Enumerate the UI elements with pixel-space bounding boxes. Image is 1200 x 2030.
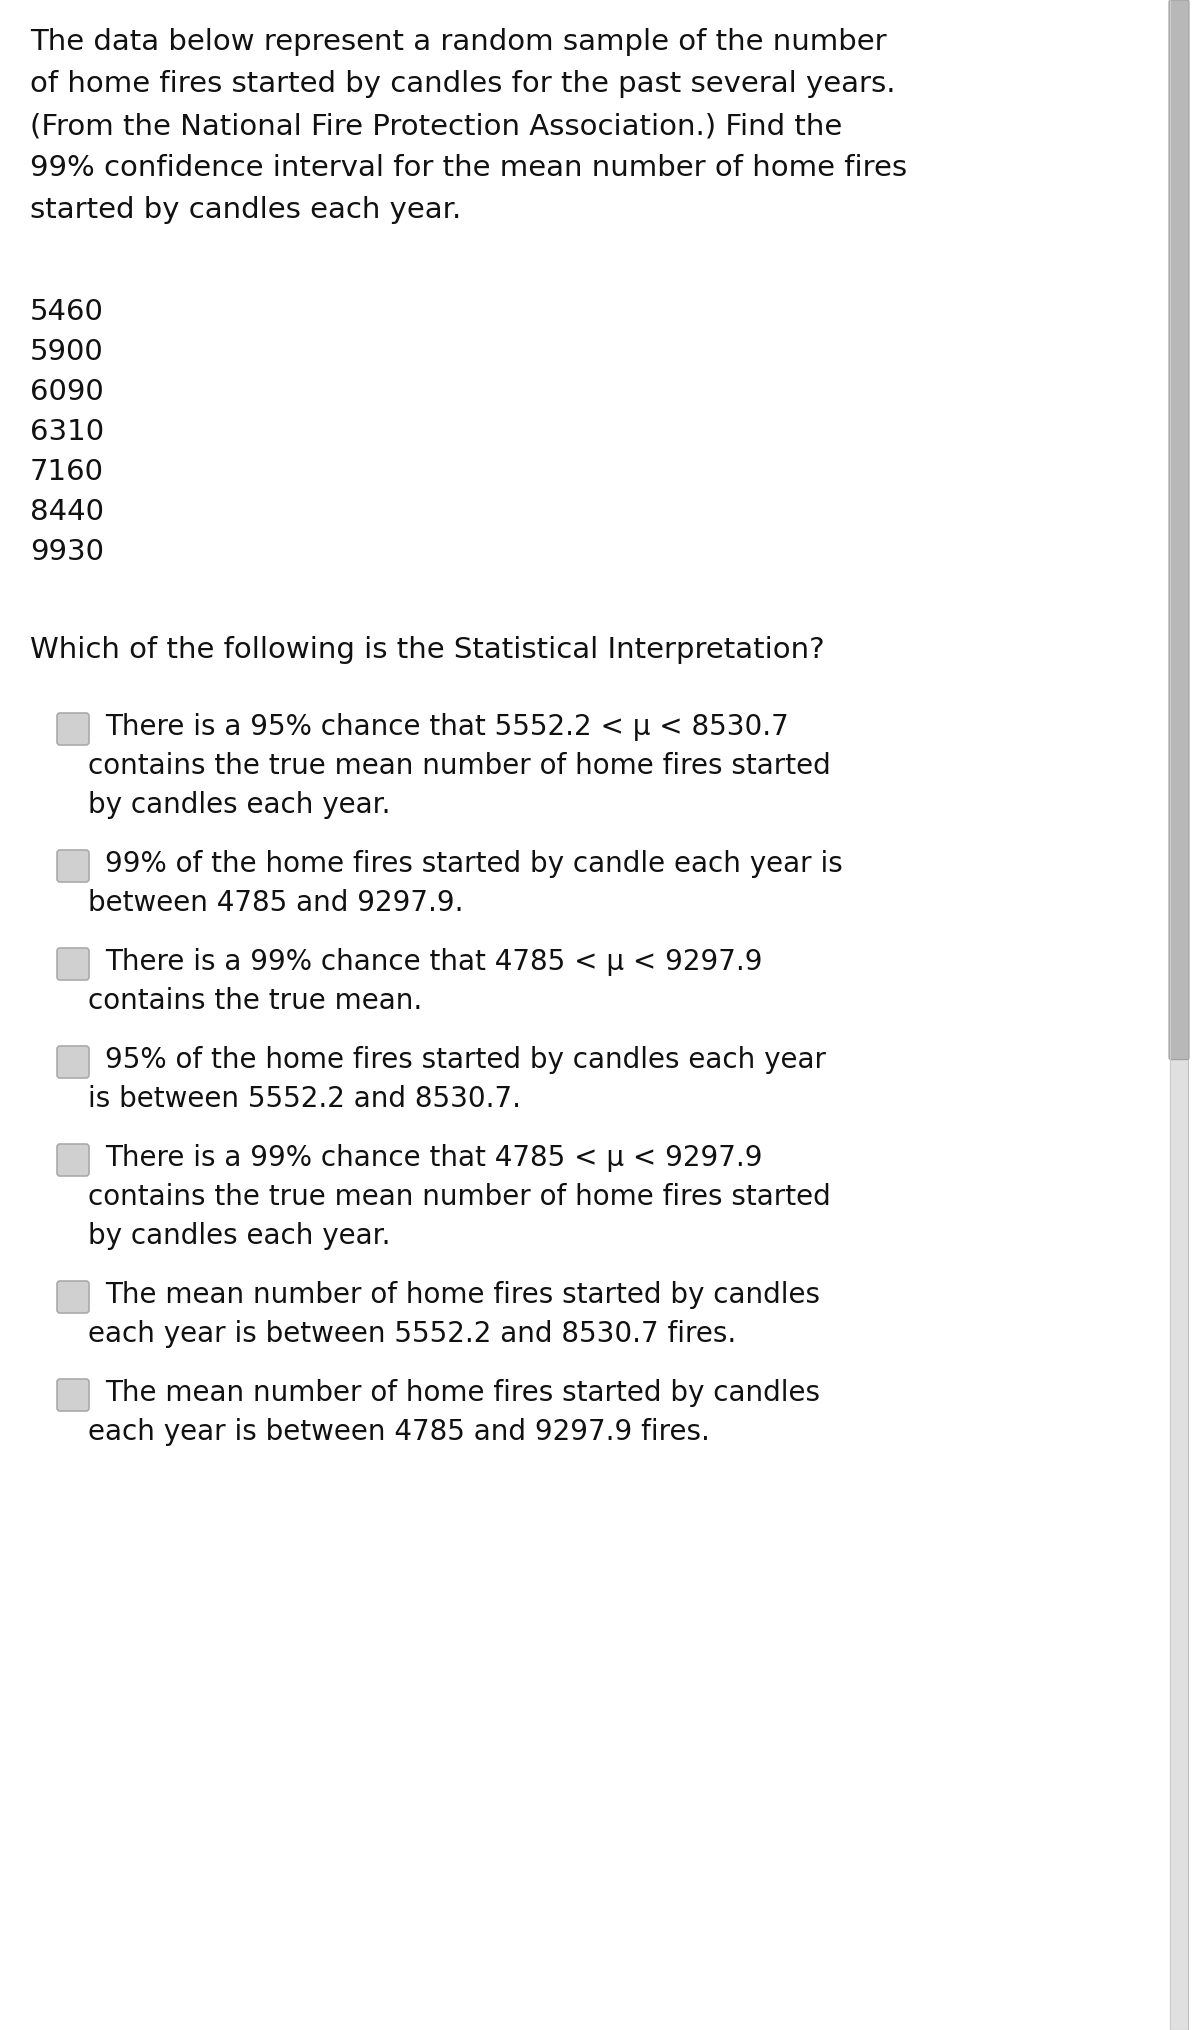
Text: by candles each year.: by candles each year.: [88, 1222, 390, 1250]
Text: 7160: 7160: [30, 459, 104, 485]
Text: 5460: 5460: [30, 298, 104, 327]
Text: 8440: 8440: [30, 497, 104, 526]
Text: between 4785 and 9297.9.: between 4785 and 9297.9.: [88, 889, 463, 918]
Text: Which of the following is the Statistical Interpretation?: Which of the following is the Statistica…: [30, 635, 824, 664]
Text: The mean number of home fires started by candles: The mean number of home fires started by…: [106, 1281, 820, 1309]
Text: There is a 99% chance that 4785 < μ < 9297.9: There is a 99% chance that 4785 < μ < 92…: [106, 948, 762, 976]
FancyBboxPatch shape: [58, 1145, 89, 1175]
FancyBboxPatch shape: [58, 1045, 89, 1078]
Text: by candles each year.: by candles each year.: [88, 792, 390, 818]
Text: contains the true mean number of home fires started: contains the true mean number of home fi…: [88, 751, 830, 780]
FancyBboxPatch shape: [58, 948, 89, 980]
Text: The data below represent a random sample of the number: The data below represent a random sample…: [30, 28, 887, 57]
Text: 6310: 6310: [30, 418, 104, 447]
FancyBboxPatch shape: [1169, 0, 1189, 1060]
Text: is between 5552.2 and 8530.7.: is between 5552.2 and 8530.7.: [88, 1084, 521, 1112]
Text: contains the true mean number of home fires started: contains the true mean number of home fi…: [88, 1183, 830, 1212]
FancyBboxPatch shape: [58, 851, 89, 881]
Text: each year is between 4785 and 9297.9 fires.: each year is between 4785 and 9297.9 fir…: [88, 1419, 710, 1445]
Text: 95% of the home fires started by candles each year: 95% of the home fires started by candles…: [106, 1045, 826, 1074]
FancyBboxPatch shape: [58, 1378, 89, 1411]
Text: contains the true mean.: contains the true mean.: [88, 987, 422, 1015]
Text: started by candles each year.: started by candles each year.: [30, 197, 461, 223]
FancyBboxPatch shape: [58, 713, 89, 745]
Text: 9930: 9930: [30, 538, 104, 566]
Text: There is a 95% chance that 5552.2 < μ < 8530.7: There is a 95% chance that 5552.2 < μ < …: [106, 713, 788, 741]
Text: of home fires started by candles for the past several years.: of home fires started by candles for the…: [30, 69, 895, 97]
Text: (From the National Fire Protection Association.) Find the: (From the National Fire Protection Assoc…: [30, 112, 842, 140]
Text: 99% confidence interval for the mean number of home fires: 99% confidence interval for the mean num…: [30, 154, 907, 183]
Text: The mean number of home fires started by candles: The mean number of home fires started by…: [106, 1378, 820, 1407]
Text: There is a 99% chance that 4785 < μ < 9297.9: There is a 99% chance that 4785 < μ < 92…: [106, 1145, 762, 1171]
FancyBboxPatch shape: [1170, 0, 1188, 2030]
FancyBboxPatch shape: [58, 1281, 89, 1313]
Text: 6090: 6090: [30, 378, 103, 406]
Text: 5900: 5900: [30, 339, 103, 365]
Text: 99% of the home fires started by candle each year is: 99% of the home fires started by candle …: [106, 851, 842, 879]
Text: each year is between 5552.2 and 8530.7 fires.: each year is between 5552.2 and 8530.7 f…: [88, 1320, 737, 1348]
